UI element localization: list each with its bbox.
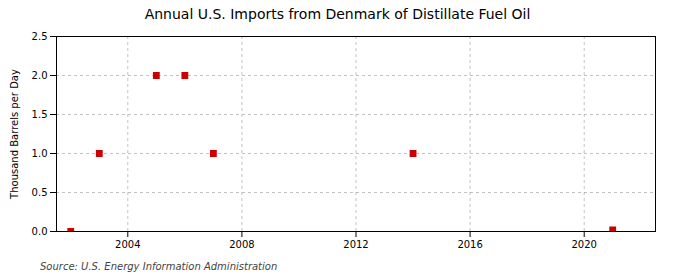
svg-text:2.0: 2.0 [32, 70, 48, 81]
svg-text:Thousand Barrels per Day: Thousand Barrels per Day [9, 69, 20, 200]
svg-text:1.0: 1.0 [32, 148, 48, 159]
svg-text:2008: 2008 [229, 239, 254, 250]
svg-text:1.5: 1.5 [32, 109, 48, 120]
svg-text:2020: 2020 [571, 239, 596, 250]
svg-text:2004: 2004 [115, 239, 140, 250]
svg-text:0.5: 0.5 [32, 187, 48, 198]
svg-text:2016: 2016 [457, 239, 482, 250]
html-text:Annual U.S. Imports from Denma: Annual U.S. Imports from Denmark of Dist… [144, 6, 531, 22]
svg-text:2012: 2012 [343, 239, 368, 250]
svg-text:0.0: 0.0 [32, 226, 48, 237]
html-text:Source: U.S. Energy Informatio: Source: U.S. Energy Information Administ… [40, 261, 278, 272]
svg-text:2.5: 2.5 [32, 31, 48, 42]
